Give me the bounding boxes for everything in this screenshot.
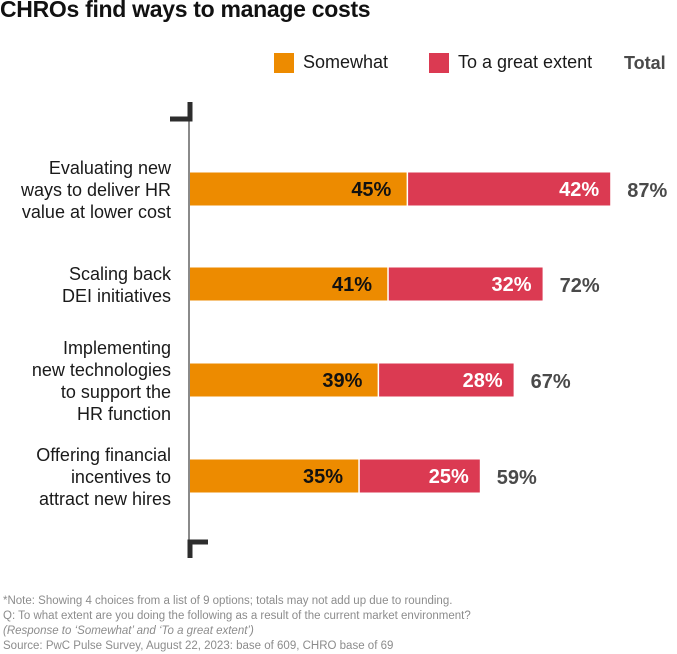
data-label-somewhat: 41%	[332, 274, 372, 296]
category-label: Implementing new technologies to support…	[31, 338, 171, 424]
data-label-total: 87%	[627, 180, 667, 202]
category-label: Evaluating new ways to deliver HR value …	[20, 158, 171, 222]
data-label-somewhat: 35%	[303, 466, 343, 488]
chart-title: CHROs find ways to manage costs	[0, 0, 371, 22]
legend-item-somewhat: Somewhat	[274, 52, 388, 73]
bar-somewhat	[190, 172, 408, 206]
bar-somewhat	[190, 363, 379, 397]
axis-bottom-bracket	[187, 539, 208, 558]
legend-label-total: Total	[624, 53, 666, 73]
category-label: Offering financial incentives to attract…	[36, 445, 171, 509]
data-label-somewhat: 45%	[351, 179, 391, 201]
data-label-great-extent: 32%	[492, 274, 532, 296]
footnote-source: Source: PwC Pulse Survey, August 22, 202…	[3, 640, 394, 652]
bar-somewhat	[190, 267, 389, 301]
data-label-great-extent: 25%	[429, 466, 469, 488]
footnote-note: *Note: Showing 4 choices from a list of …	[3, 595, 453, 607]
footnote-question: Q: To what extent are you doing the foll…	[3, 610, 471, 622]
data-label-total: 59%	[497, 467, 537, 489]
stacked-bar-chart: 45% 42% 87% 41% 32% 72% 39% 28% 67% 35% 25% 59%	[170, 102, 667, 558]
axis-top-bracket	[170, 102, 193, 122]
bar-great-extent	[378, 363, 514, 397]
bar-great-extent	[359, 459, 480, 493]
legend-swatch-somewhat	[274, 52, 294, 73]
data-label-great-extent: 28%	[463, 370, 503, 392]
category-label: Scaling back DEI initiatives	[61, 264, 171, 306]
data-label-total: 72%	[560, 275, 600, 297]
legend-item-great-extent: To a great extent	[429, 52, 592, 73]
data-label-great-extent: 42%	[559, 179, 599, 201]
footnotes: *Note: Showing 4 choices from a list of …	[3, 594, 677, 654]
legend-label-somewhat: Somewhat	[303, 52, 389, 72]
footnote-response: (Response to ‘Somewhat’ and ‘To a great …	[3, 625, 254, 637]
data-label-somewhat: 39%	[322, 370, 362, 392]
bar-great-extent	[407, 172, 611, 206]
data-label-total: 67%	[531, 371, 571, 393]
bar-somewhat	[190, 459, 360, 493]
legend-label-great-extent: To a great extent	[458, 52, 593, 72]
legend-swatch-great-extent	[429, 52, 449, 73]
legend: Somewhat To a great extent Total	[0, 52, 677, 76]
bar-great-extent	[388, 267, 543, 301]
